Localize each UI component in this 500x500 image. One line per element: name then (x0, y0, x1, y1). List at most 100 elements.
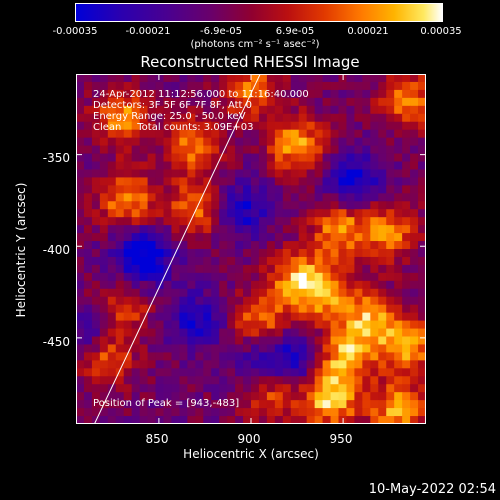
heatmap-cell (266, 225, 276, 234)
heatmap-cell (179, 384, 188, 393)
heatmap-cell (330, 296, 339, 306)
heatmap-cell (195, 81, 204, 91)
heatmap-cell (139, 249, 148, 258)
heatmap-cell (147, 328, 156, 337)
heatmap-cell (139, 376, 148, 385)
heatmap-cell (91, 153, 101, 162)
heatmap-cell (362, 368, 371, 377)
heatmap-cell (306, 209, 316, 218)
heatmap-cell (330, 328, 339, 337)
heatmap-cell (195, 416, 204, 424)
heatmap-cell (123, 400, 133, 409)
heatmap-cell (330, 400, 339, 409)
heatmap-cell (394, 296, 403, 306)
heatmap-cell (171, 74, 180, 83)
heatmap-cell (290, 328, 300, 337)
heatmap-cell (338, 336, 347, 345)
heatmap-cell (155, 360, 164, 369)
heatmap-cell (394, 217, 403, 226)
heatmap-cell (386, 312, 395, 321)
heatmap-cell (258, 312, 268, 321)
heatmap-cell (131, 328, 141, 337)
heatmap-cell (203, 368, 212, 377)
heatmap-cell (219, 416, 228, 424)
heatmap-cell (163, 193, 172, 202)
heatmap-cell (227, 249, 236, 258)
heatmap-cell (266, 304, 276, 314)
heatmap-cell (410, 288, 419, 298)
heatmap-cell (187, 113, 196, 123)
heatmap-cell (171, 113, 180, 123)
heatmap-cell (274, 312, 284, 321)
heatmap-cell (91, 217, 101, 226)
heatmap-cell (258, 113, 268, 123)
heatmap-cell (306, 185, 316, 194)
heatmap-cell (394, 209, 403, 218)
heatmap-cell (155, 145, 164, 154)
heatmap-cell (346, 368, 355, 377)
heatmap-cell (251, 113, 260, 123)
heatmap-cell (131, 312, 141, 321)
heatmap-cell (107, 177, 117, 186)
heatmap-cell (107, 89, 117, 99)
heatmap-cell (394, 416, 403, 424)
heatmap-cell (147, 416, 156, 424)
heatmap-cell (91, 185, 101, 194)
heatmap-cell (346, 89, 355, 99)
heatmap-cell (235, 384, 244, 393)
heatmap-cell (163, 153, 172, 162)
heatmap-cell (274, 121, 284, 131)
heatmap-cell (179, 145, 188, 154)
heatmap-cell (243, 193, 252, 202)
heatmap-cell (171, 280, 180, 290)
heatmap-cell (171, 400, 180, 409)
heatmap-cell (338, 161, 347, 170)
heatmap-cell (362, 201, 371, 210)
heatmap-cell (314, 89, 323, 99)
heatmap-cell (91, 288, 101, 298)
heatmap-cell (378, 161, 387, 170)
heatmap-cell (378, 193, 387, 202)
heatmap-cell (410, 320, 419, 329)
heatmap-cell (282, 169, 292, 178)
heatmap-cell (370, 129, 379, 139)
heatmap-cell (282, 105, 292, 115)
heatmap-cell (203, 153, 212, 162)
heatmap-cell (251, 256, 260, 266)
heatmap-cell (171, 225, 180, 234)
heatmap-cell (378, 392, 387, 401)
heatmap-cell (258, 105, 268, 115)
heatmap-cell (187, 328, 196, 337)
heatmap-cell (187, 280, 196, 290)
heatmap-cell (187, 264, 196, 274)
heatmap-cell (195, 169, 204, 178)
heatmap-cell (402, 296, 411, 306)
heatmap-cell (314, 97, 323, 107)
heatmap-cell (147, 256, 156, 266)
heatmap-cell (394, 193, 403, 202)
heatmap-cell (211, 280, 220, 290)
heatmap-cell (139, 256, 148, 266)
heatmap-cell (298, 161, 308, 170)
plot-frame (76, 74, 426, 424)
heatmap-cell (274, 352, 284, 361)
heatmap-cell (195, 105, 204, 115)
heatmap-cell (147, 400, 156, 409)
heatmap-cell (99, 328, 109, 337)
heatmap-cell (76, 145, 85, 154)
heatmap-cell (258, 97, 268, 107)
heatmap-cell (282, 416, 292, 424)
heatmap-cell (402, 249, 411, 258)
heatmap-cell (115, 153, 125, 162)
heatmap-cell (370, 328, 379, 337)
heatmap-cell (418, 209, 426, 218)
heatmap-cell (282, 161, 292, 170)
heatmap-cell (83, 113, 93, 123)
heatmap-cell (163, 408, 172, 417)
heatmap-cell (131, 288, 141, 298)
heatmap-cell (123, 121, 133, 131)
heatmap-cell (362, 400, 371, 409)
heatmap-cell (274, 280, 284, 290)
heatmap-cell (76, 344, 85, 353)
heatmap-cell (147, 352, 156, 361)
